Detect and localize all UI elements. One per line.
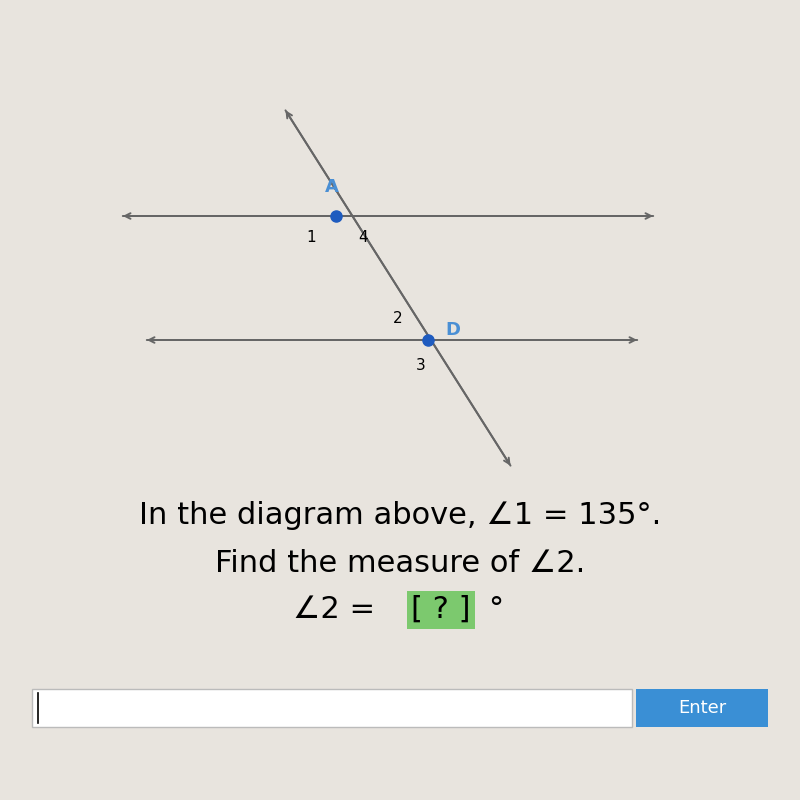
Text: Enter: Enter <box>678 699 726 717</box>
Bar <box>32 689 632 727</box>
Text: °: ° <box>488 595 503 624</box>
Text: Find the measure of ∠2.: Find the measure of ∠2. <box>215 550 585 578</box>
Text: A: A <box>325 178 339 196</box>
Text: [ ? ]: [ ? ] <box>411 595 470 624</box>
Text: D: D <box>446 322 461 339</box>
Text: 1: 1 <box>306 230 316 246</box>
Text: ∠2 =: ∠2 = <box>293 595 385 624</box>
Text: 2: 2 <box>393 311 402 326</box>
Text: In the diagram above, ∠1 = 135°.: In the diagram above, ∠1 = 135°. <box>139 502 661 530</box>
Bar <box>636 689 768 727</box>
Text: 4: 4 <box>358 230 368 246</box>
Text: 3: 3 <box>416 358 426 374</box>
